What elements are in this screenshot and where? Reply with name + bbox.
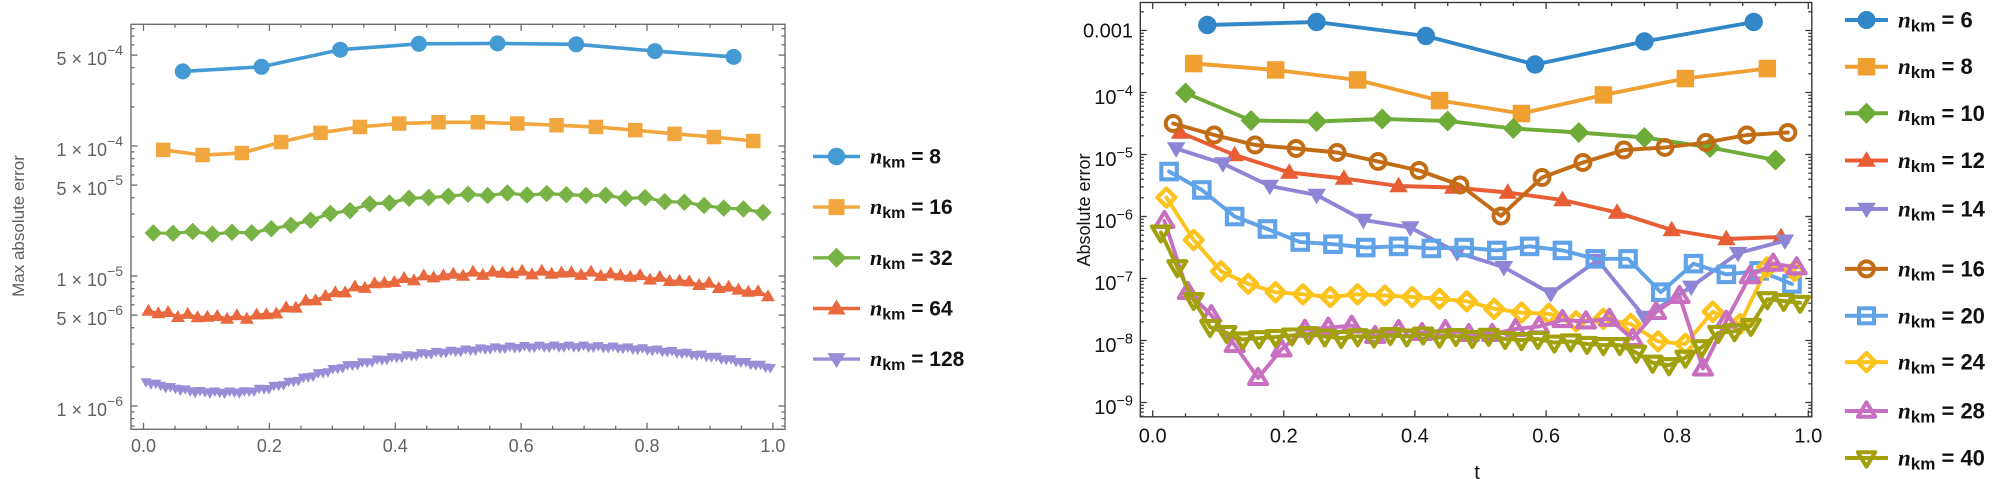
svg-text:Max absolute error: Max absolute error	[9, 155, 28, 297]
svg-text:nkm = 8: nkm = 8	[870, 144, 941, 172]
svg-text:t: t	[1474, 462, 1480, 479]
svg-text:0.2: 0.2	[1270, 425, 1298, 447]
svg-text:0.4: 0.4	[383, 436, 408, 456]
svg-text:0.6: 0.6	[1532, 425, 1560, 447]
svg-text:1.0: 1.0	[1794, 425, 1822, 447]
svg-text:0.8: 0.8	[634, 436, 659, 456]
svg-text:0.2: 0.2	[257, 436, 282, 456]
svg-text:nkm = 10: nkm = 10	[1898, 101, 1985, 129]
svg-text:0.6: 0.6	[509, 436, 534, 456]
svg-text:0.0: 0.0	[131, 436, 156, 456]
svg-text:1.0: 1.0	[760, 436, 785, 456]
svg-text:10−8: 10−8	[1094, 332, 1133, 358]
svg-text:nkm = 8: nkm = 8	[1898, 54, 1973, 82]
svg-text:0.8: 0.8	[1663, 425, 1691, 447]
svg-text:nkm = 40: nkm = 40	[1898, 446, 1985, 474]
svg-text:0.4: 0.4	[1401, 425, 1429, 447]
svg-text:nkm = 28: nkm = 28	[1898, 399, 1985, 427]
svg-text:0.0: 0.0	[1139, 425, 1167, 447]
svg-text:nkm = 6: nkm = 6	[1898, 8, 1973, 36]
svg-text:nkm = 32: nkm = 32	[870, 245, 953, 273]
svg-text:0.001: 0.001	[1083, 21, 1133, 43]
svg-text:Absolute error: Absolute error	[1074, 153, 1094, 266]
svg-text:nkm = 14: nkm = 14	[1898, 197, 1986, 225]
